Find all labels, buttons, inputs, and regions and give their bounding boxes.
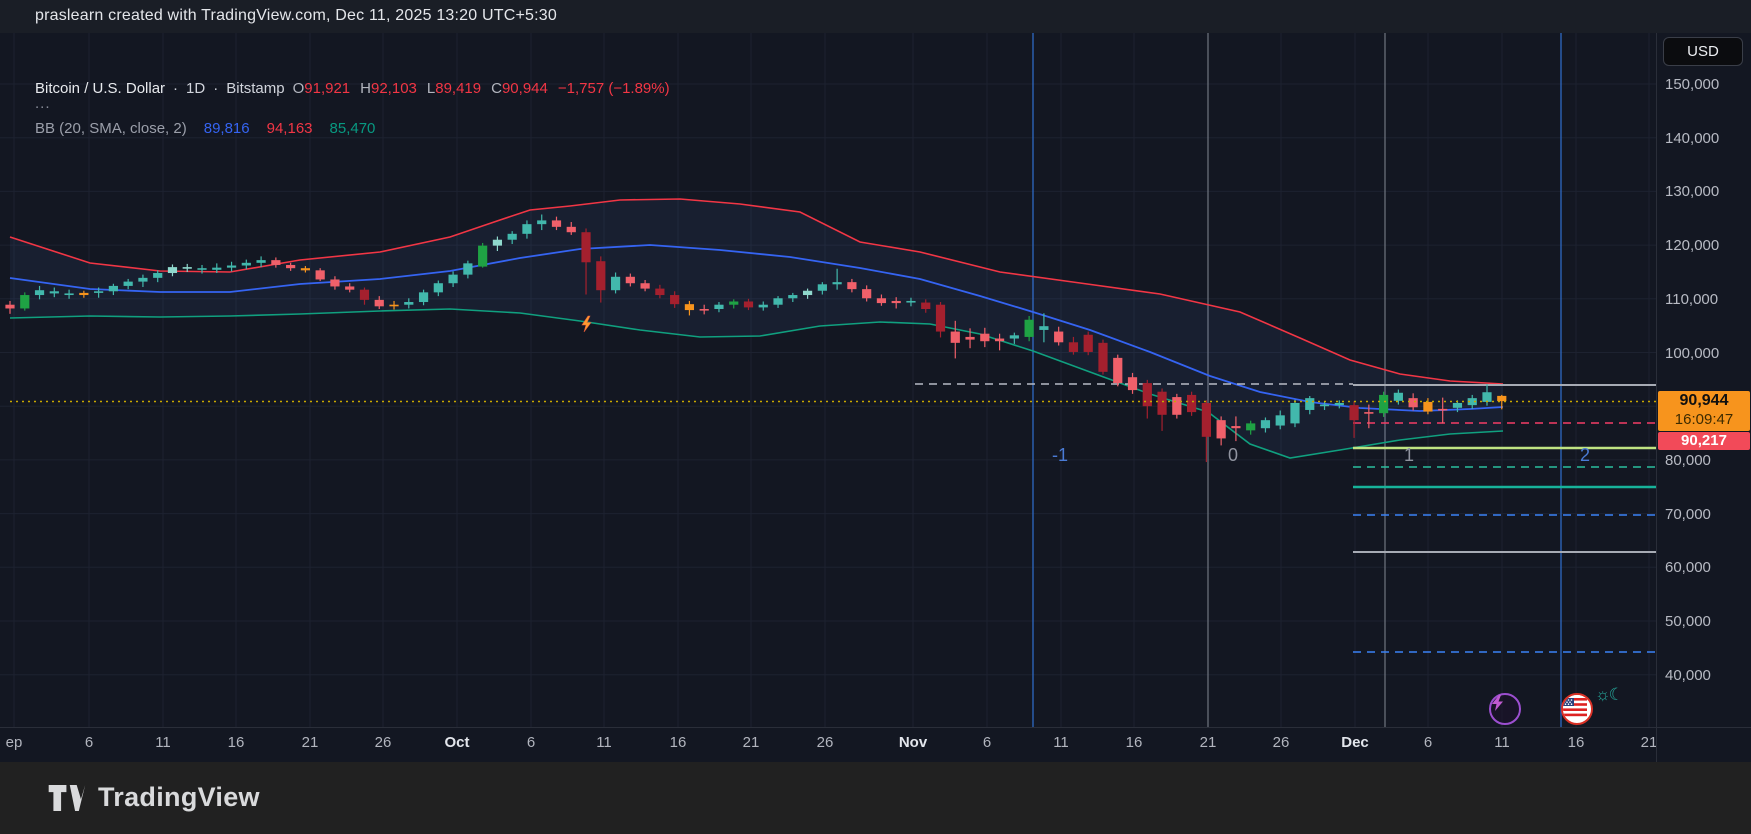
axis-corner: [1656, 727, 1751, 763]
bb-lower-value: 85,470: [329, 119, 376, 137]
sun-moon-icon[interactable]: ☼☾: [1595, 685, 1624, 704]
ohlc-values: O91,921 H92,103 L89,419 C90,944 −1,757 (…: [292, 79, 670, 97]
alert-price-label: 90,217: [1658, 432, 1750, 450]
time-tick-label: 21: [1640, 734, 1658, 751]
time-tick-label: Dec: [1341, 734, 1369, 751]
time-tick-label: 21: [301, 734, 319, 751]
time-tick-label: 11: [596, 734, 612, 751]
tradingview-logo[interactable]: TradingView: [48, 782, 260, 813]
svg-text:2: 2: [1580, 445, 1590, 465]
price-tick-label: 50,000: [1665, 613, 1711, 630]
chart-pane[interactable]: -1 0 1 2 Bitcoin / U.S. Dollar · 1D · Bitst…: [0, 33, 1656, 727]
tradingview-wordmark: TradingView: [98, 782, 260, 812]
time-tick-label: 6: [982, 734, 992, 751]
close-value: 90,944: [501, 79, 548, 97]
svg-text:-1: -1: [1052, 445, 1068, 465]
price-tick-label: 140,000: [1665, 130, 1720, 147]
lightning-icon: [1492, 695, 1503, 711]
high-value: 92,103: [371, 79, 417, 97]
open-value: 91,921: [304, 79, 351, 97]
price-tick-label: 70,000: [1665, 506, 1711, 523]
price-tick-label: 80,000: [1665, 452, 1711, 469]
price-tick-label: 60,000: [1665, 559, 1711, 576]
separator: ·: [173, 79, 179, 97]
watermark-strip: TradingView: [0, 762, 1751, 834]
exchange-label[interactable]: Bitstamp: [226, 79, 285, 97]
price-tick-label: 150,000: [1665, 76, 1720, 93]
symbol-title[interactable]: Bitcoin / U.S. Dollar: [35, 79, 166, 97]
time-tick-label: Oct: [444, 734, 470, 751]
svg-text:1: 1: [1404, 445, 1414, 465]
bb-label[interactable]: BB (20, SMA, close, 2): [35, 119, 187, 137]
time-tick-label: 21: [1199, 734, 1217, 751]
legend-more-button[interactable]: ...: [35, 95, 51, 112]
last-price-label: 90,944 16:09:47: [1658, 391, 1750, 431]
interval-label[interactable]: 1D: [186, 79, 206, 97]
time-tick-label: Nov: [898, 734, 928, 751]
chart-legend: Bitcoin / U.S. Dollar · 1D · Bitstamp O9…: [35, 77, 670, 139]
price-tick-label: 110,000: [1665, 291, 1719, 308]
price-axis[interactable]: USD 90,944 16:09:47 90,217 150,000 140,00…: [1656, 33, 1751, 762]
time-tick-label: 6: [1423, 734, 1433, 751]
time-tick-label: 11: [1494, 734, 1510, 751]
time-tick-label: 16: [227, 734, 245, 751]
time-tick-label: ep: [5, 734, 23, 751]
currency-button[interactable]: USD: [1663, 37, 1743, 66]
low-value: 89,419: [435, 79, 482, 97]
price-tick-label: 130,000: [1665, 183, 1720, 200]
time-tick-label: 16: [1567, 734, 1585, 751]
time-tick-label: 16: [1125, 734, 1143, 751]
time-tick-label: 6: [526, 734, 536, 751]
time-tick-label: 26: [1272, 734, 1290, 751]
us-flag-icon: [1563, 695, 1587, 719]
time-tick-label: 26: [374, 734, 392, 751]
time-tick-label: 21: [742, 734, 760, 751]
time-tick-label: 6: [84, 734, 94, 751]
time-tick-label: 11: [1053, 734, 1069, 751]
change-value: −1,757 (−1.89%): [557, 79, 670, 97]
attribution-bar: praslearn created with TradingView.com, …: [0, 0, 1751, 34]
flash-events-button[interactable]: [1489, 693, 1521, 725]
price-tick-label: 120,000: [1665, 237, 1720, 254]
time-tick-label: 16: [669, 734, 687, 751]
bb-basis-value: 89,816: [203, 119, 250, 137]
svg-text:0: 0: [1228, 445, 1238, 465]
bb-indicator-row[interactable]: BB (20, SMA, close, 2) 89,816 94,163 85,…: [35, 117, 670, 139]
last-price-value: 90,944: [1679, 392, 1729, 409]
separator: ·: [213, 79, 219, 97]
time-axis[interactable]: ep 6 11 16 21 26 Oct 6 11 16 21 26 Nov 6 11 16 21 26 Dec 6 1…: [0, 727, 1657, 763]
bar-countdown: 16:09:47: [1674, 411, 1734, 428]
price-tick-label: 40,000: [1665, 667, 1711, 684]
time-tick-label: 26: [816, 734, 834, 751]
symbol-row[interactable]: Bitcoin / U.S. Dollar · 1D · Bitstamp O9…: [35, 77, 670, 99]
tradingview-glyph: [48, 784, 86, 811]
candlestick-chart[interactable]: -1 0 1 2: [0, 33, 1656, 727]
us-economic-events-button[interactable]: [1561, 693, 1593, 725]
time-tick-label: 11: [155, 734, 171, 751]
price-tick-label: 100,000: [1665, 345, 1720, 362]
attribution-text: praslearn created with TradingView.com, …: [35, 7, 557, 24]
bb-upper-value: 94,163: [266, 119, 313, 137]
